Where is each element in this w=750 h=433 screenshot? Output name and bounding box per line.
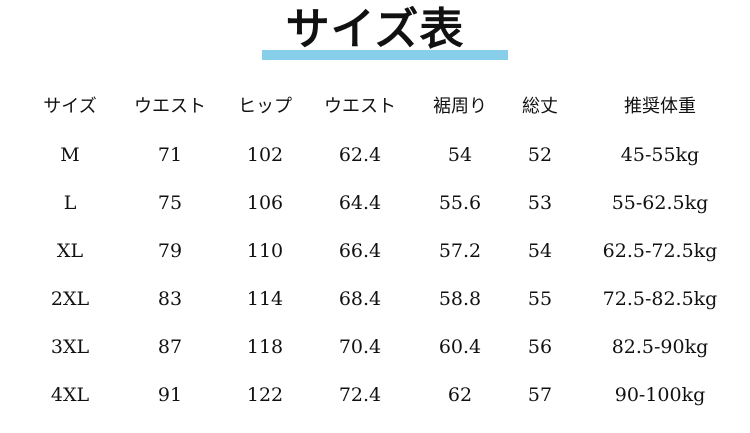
table-cell: 55-62.5kg xyxy=(611,192,709,214)
table-cell: 106 xyxy=(246,192,284,214)
table-cell: M xyxy=(60,144,80,166)
table-cell: 90-100kg xyxy=(614,384,706,406)
table-cell: 57 xyxy=(527,384,553,406)
table-cell: 55 xyxy=(527,288,553,310)
page-title: サイズ表 xyxy=(285,4,465,55)
table-cell: 62 xyxy=(447,384,473,406)
table-cell: L xyxy=(63,192,77,214)
table-cell: 3XL xyxy=(50,336,90,358)
table-cell: 87 xyxy=(157,336,183,358)
table-cell: 53 xyxy=(527,192,553,214)
column-header: 総丈 xyxy=(522,96,558,117)
column-header: 裾周り xyxy=(433,96,487,117)
table-cell: 91 xyxy=(157,384,183,406)
table-cell: 79 xyxy=(157,240,183,262)
table-cell: 110 xyxy=(246,240,284,262)
table-cell: 70.4 xyxy=(338,336,382,358)
table-cell: 56 xyxy=(527,336,553,358)
table-cell: 54 xyxy=(447,144,473,166)
column-header: 推奨体重 xyxy=(624,96,696,117)
table-cell: 45-55kg xyxy=(620,144,700,166)
column-header: ウエスト xyxy=(324,96,396,117)
table-cell: 71 xyxy=(157,144,183,166)
table-cell: 64.4 xyxy=(338,192,382,214)
column-header: サイズ xyxy=(43,96,97,117)
table-cell: 58.8 xyxy=(438,288,482,310)
table-cell: 118 xyxy=(246,336,284,358)
table-cell: 4XL xyxy=(50,384,90,406)
table-cell: 52 xyxy=(527,144,553,166)
table-cell: 83 xyxy=(157,288,183,310)
table-cell: 72.5-82.5kg xyxy=(602,288,718,310)
table-cell: 122 xyxy=(246,384,284,406)
table-cell: 72.4 xyxy=(338,384,382,406)
table-cell: 75 xyxy=(157,192,183,214)
table-cell: 62.5-72.5kg xyxy=(602,240,718,262)
table-cell: 60.4 xyxy=(438,336,482,358)
table-cell: 102 xyxy=(246,144,284,166)
table-cell: 2XL xyxy=(50,288,90,310)
column-header: ウエスト xyxy=(134,96,206,117)
table-cell: 82.5-90kg xyxy=(611,336,709,358)
table-cell: 66.4 xyxy=(338,240,382,262)
table-cell: 114 xyxy=(246,288,284,310)
column-header: ヒップ xyxy=(238,96,292,117)
table-cell: 57.2 xyxy=(438,240,482,262)
table-cell: 62.4 xyxy=(338,144,382,166)
table-cell: 55.6 xyxy=(438,192,482,214)
table-cell: 68.4 xyxy=(338,288,382,310)
table-cell: XL xyxy=(56,240,84,262)
title-underline xyxy=(262,50,508,60)
table-cell: 54 xyxy=(527,240,553,262)
